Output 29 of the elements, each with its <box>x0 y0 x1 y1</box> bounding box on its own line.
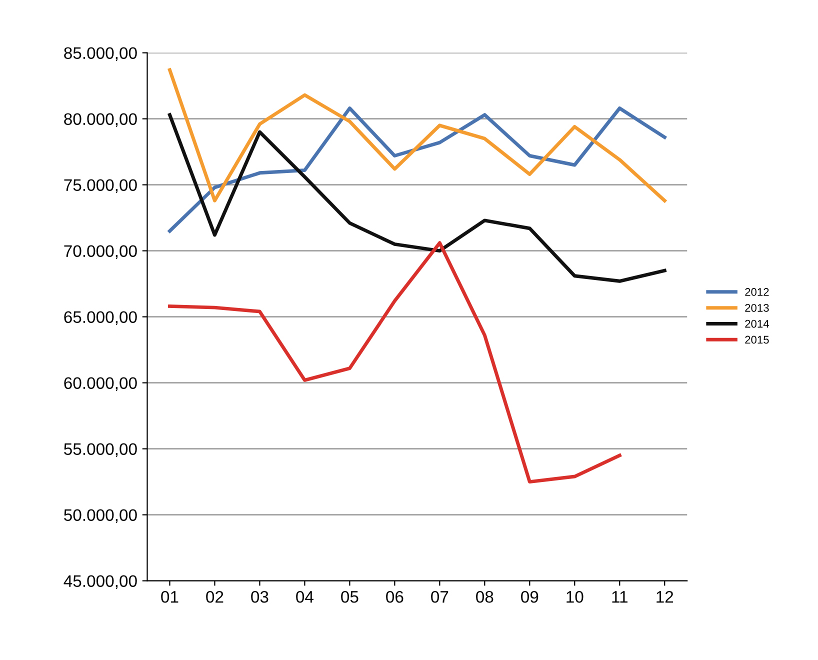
legend-label: 2013 <box>745 304 769 312</box>
x-tick-label: 09 <box>521 590 538 603</box>
x-tick-label: 08 <box>476 590 494 603</box>
x-tick-label: 02 <box>206 590 224 603</box>
line-series <box>168 68 666 202</box>
x-tick-label: 01 <box>161 590 178 603</box>
line-series <box>168 113 666 283</box>
y-tick-label: 75.000,00 <box>64 179 137 193</box>
y-tick-label: 85.000,00 <box>64 47 137 61</box>
x-tick-label: 11 <box>612 591 628 603</box>
y-tick-label: 60.000,00 <box>64 377 137 391</box>
y-tick-label: 70.000,00 <box>64 245 137 259</box>
y-tick-label: 50.000,00 <box>64 509 137 523</box>
line-series <box>168 241 622 484</box>
x-tick-label: 07 <box>431 590 448 603</box>
x-tick-label: 06 <box>386 590 404 603</box>
y-tick-label: 55.000,00 <box>64 443 137 457</box>
legend-label: 2014 <box>745 320 769 328</box>
line-series <box>168 106 666 233</box>
x-tick-label: 05 <box>341 590 358 603</box>
x-tick-label: 10 <box>566 590 584 603</box>
x-tick-label: 04 <box>296 590 314 603</box>
y-tick-label: 65.000,00 <box>64 311 137 325</box>
y-tick-label: 45.000,00 <box>64 575 137 589</box>
y-tick-label: 80.000,00 <box>64 113 137 127</box>
legend-label: 2012 <box>745 288 769 296</box>
legend-label: 2015 <box>745 336 769 344</box>
x-tick-label: 03 <box>251 590 268 603</box>
x-tick-label: 12 <box>656 590 674 603</box>
